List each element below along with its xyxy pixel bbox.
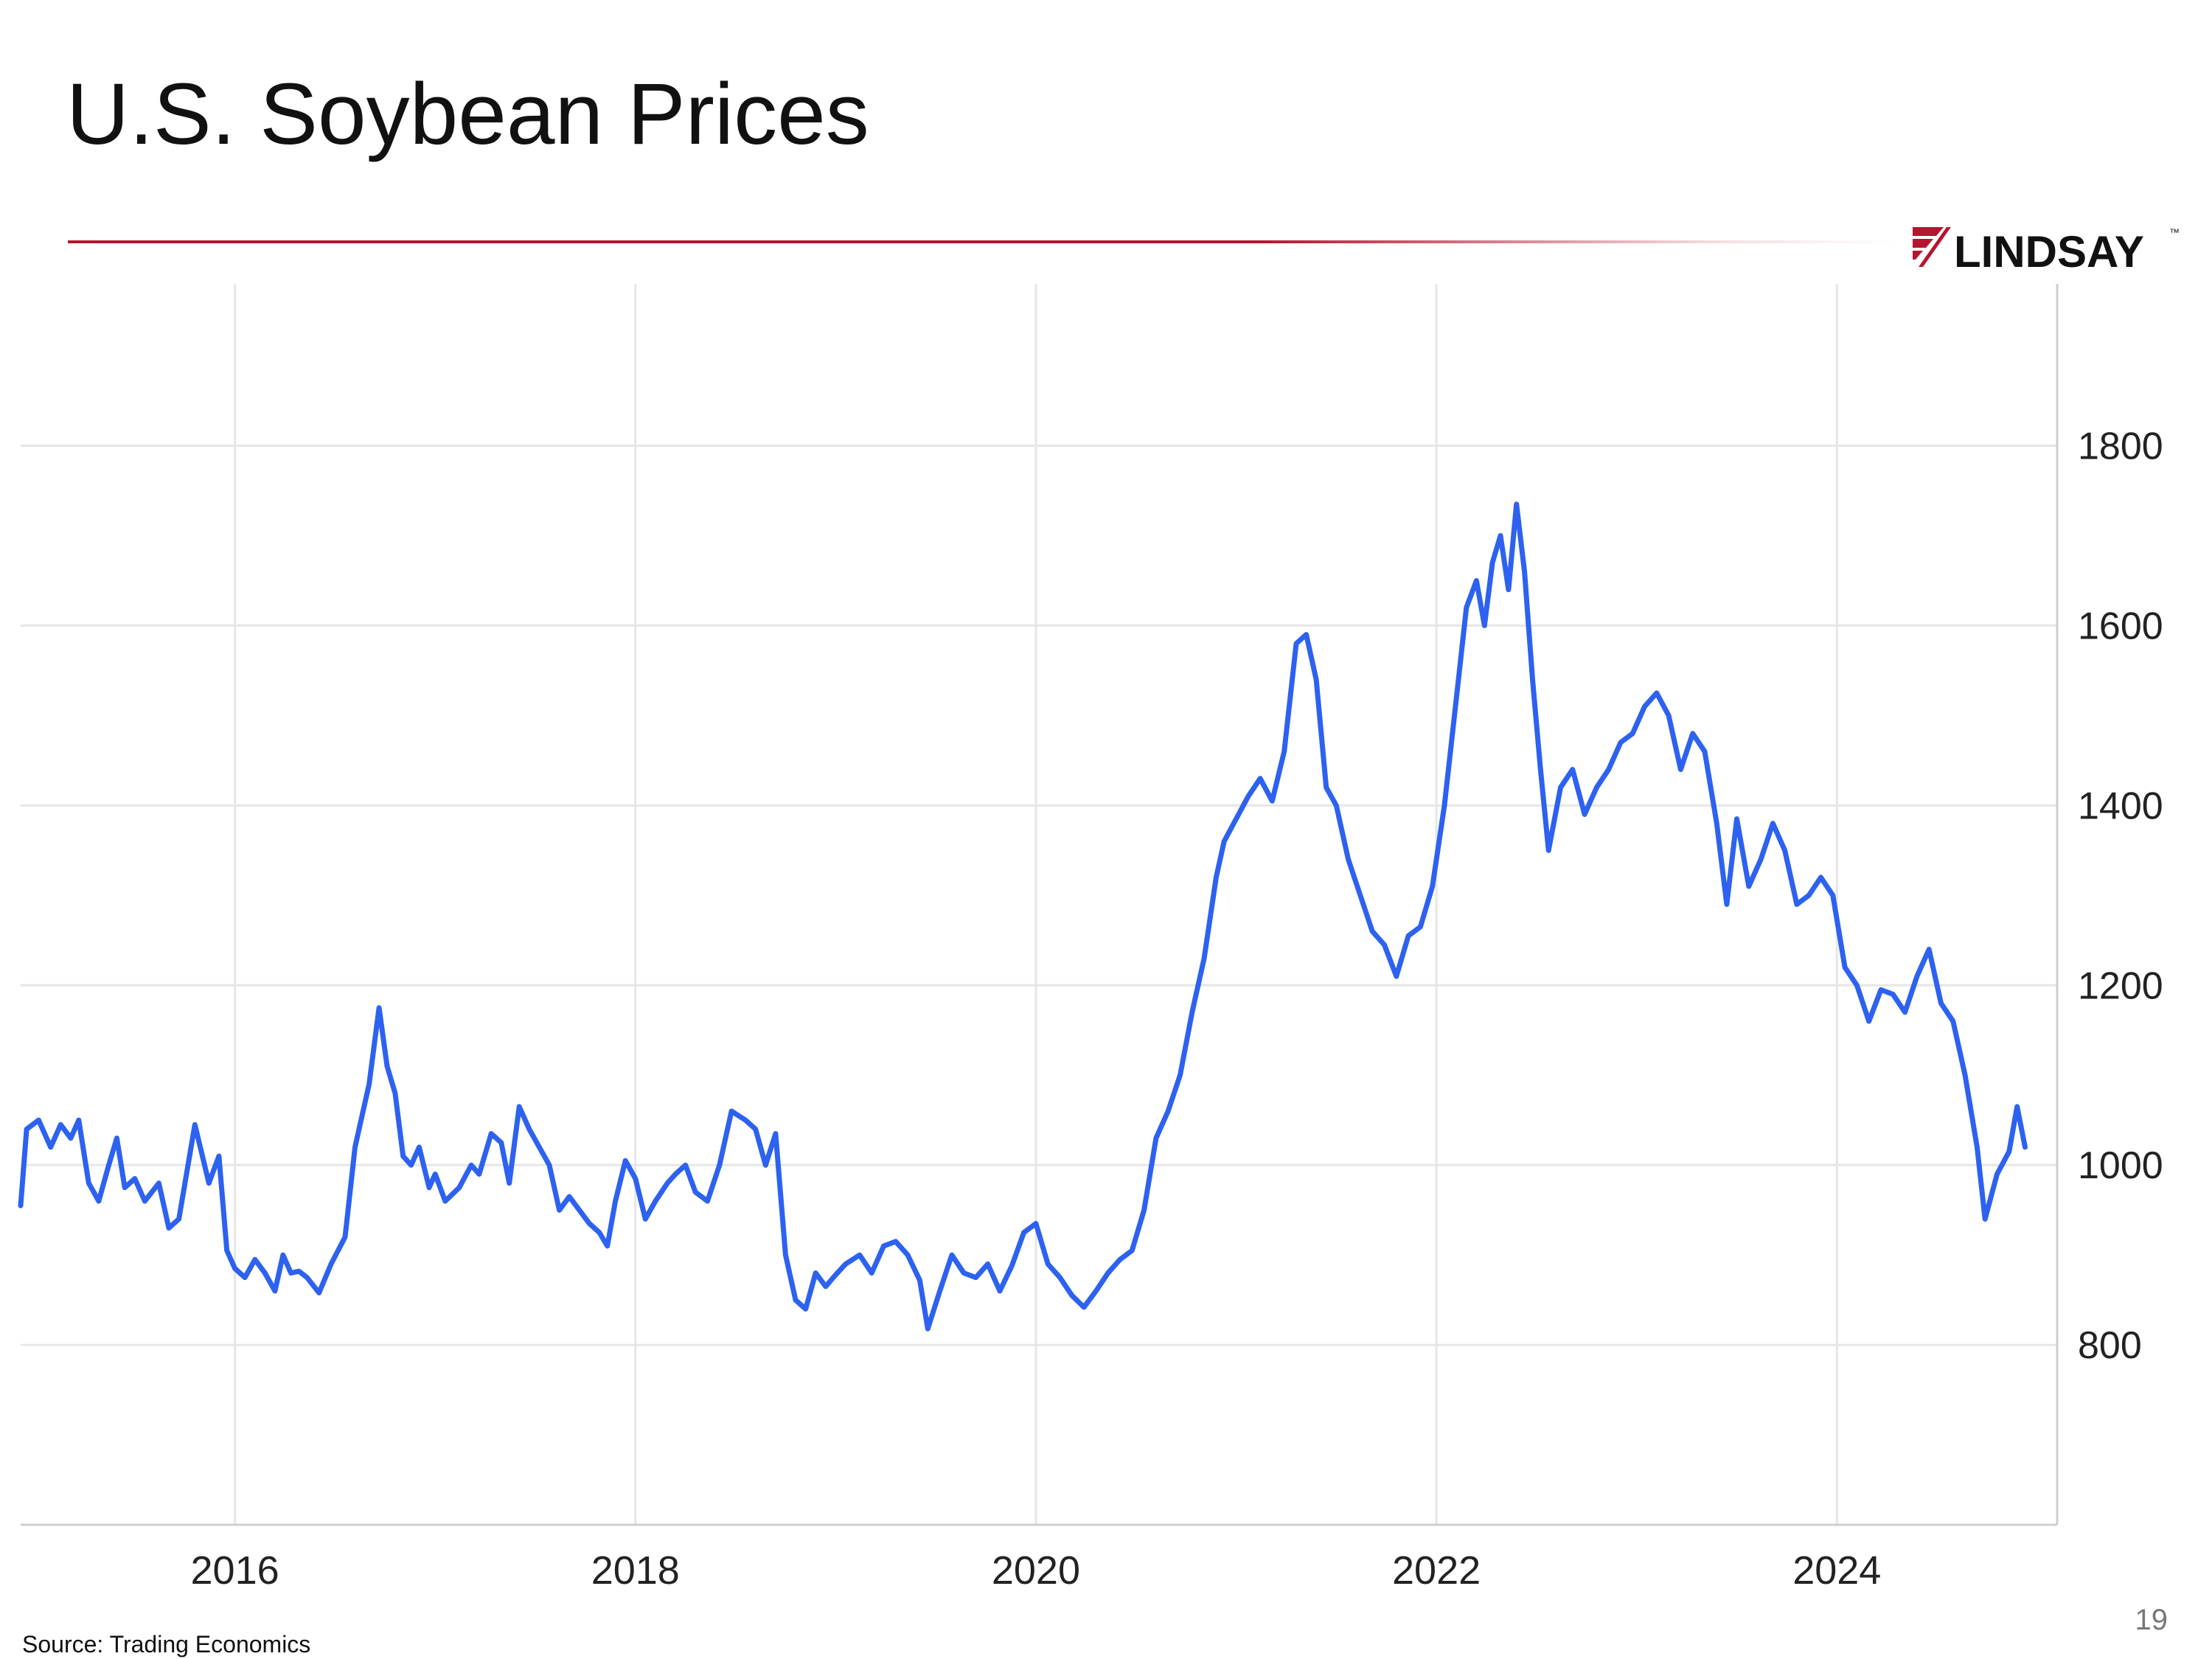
- logo-wordmark: LINDSAY: [1954, 227, 2144, 273]
- x-tick-label: 2020: [992, 1548, 1080, 1593]
- y-tick-label: 1800: [2078, 425, 2163, 468]
- x-tick-label: 2016: [191, 1548, 279, 1593]
- logo-mark-icon: [1913, 227, 1951, 267]
- y-tick-label: 1200: [2078, 964, 2163, 1007]
- x-tick-label: 2018: [591, 1548, 680, 1593]
- page-number: 19: [2135, 1604, 2168, 1636]
- page-title: U.S. Soybean Prices: [66, 66, 869, 163]
- x-tick-label: 2022: [1392, 1548, 1481, 1593]
- source-note: Source: Trading Economics: [22, 1631, 311, 1658]
- y-tick-label: 1600: [2078, 605, 2163, 647]
- y-tick-label: 800: [2078, 1324, 2142, 1367]
- price-series-line: [18, 501, 2028, 1332]
- title-divider: [68, 240, 1896, 243]
- chart-grid: [21, 284, 2057, 1525]
- logo-trademark: ™: [2169, 226, 2180, 238]
- chart-axes: [21, 284, 2059, 1526]
- y-tick-label: 1000: [2078, 1144, 2163, 1187]
- y-tick-label: 1400: [2078, 785, 2163, 827]
- chart-tick-labels: 800 1000 1200 1400 1600 1800 2016 2018 2020 2022 2…: [191, 425, 2163, 1593]
- x-tick-label: 2024: [1792, 1548, 1881, 1593]
- lindsay-logo: LINDSAY ™: [1913, 226, 2180, 273]
- chart-series: [18, 501, 2028, 1332]
